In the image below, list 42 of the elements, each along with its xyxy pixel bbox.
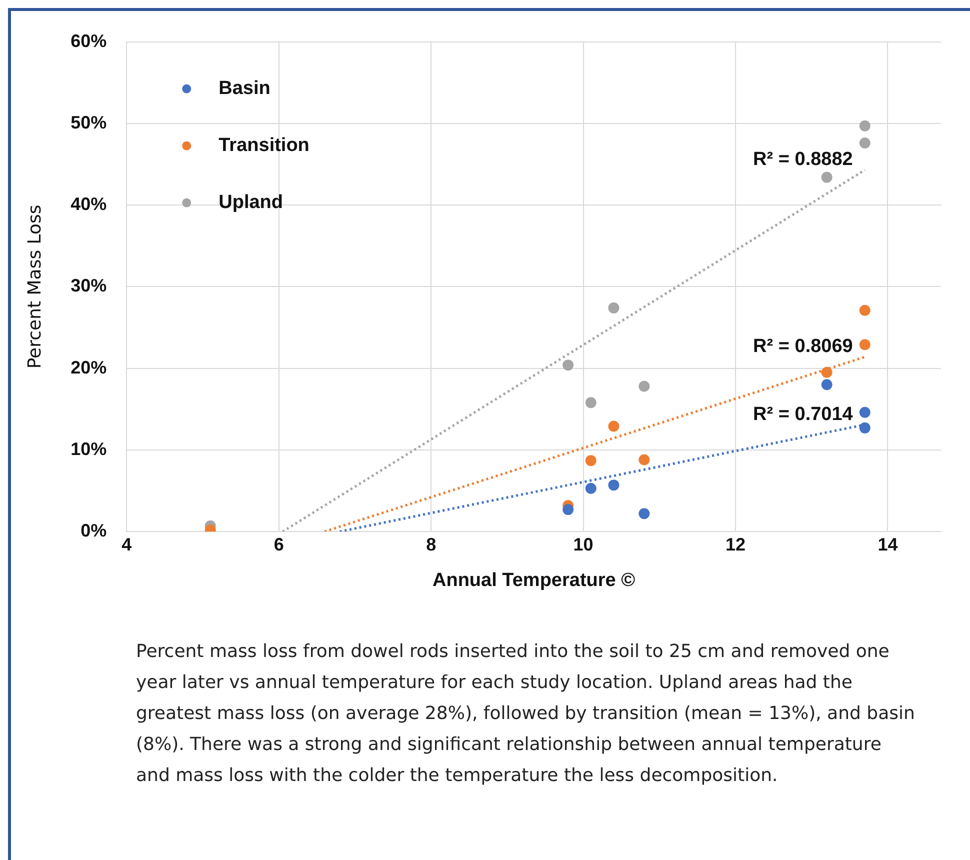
point [859, 422, 870, 434]
legend-label: Transition [218, 135, 310, 156]
point [585, 455, 596, 466]
y-tick-label: 10% [70, 438, 107, 459]
point [638, 380, 650, 392]
point [821, 172, 832, 183]
legend-label: Upland [218, 192, 284, 214]
point [859, 138, 870, 149]
text: Percent mass loss from dowel rods inserted into the soil to 25 cm and removed one year later vs annual temperature for each study location. Upland areas had the greatest mass loss (on average 28%), followed by transition (mean = 13%), and basin (8%). There was a strong and significant relationship between annual temperature and mass loss with the colder the temperature the less decomposition. [136, 640, 916, 788]
point [859, 339, 870, 350]
annotation: R² = 0.7014 [753, 404, 854, 425]
y-tick-label: 0% [80, 520, 107, 541]
x-tick-label: 8 [426, 534, 436, 554]
x-axis-title: Annual Temperature © [432, 570, 636, 591]
y-tick-label: 30% [70, 276, 107, 296]
point [821, 366, 832, 378]
y-tick-label: 20% [70, 357, 107, 378]
point [585, 397, 596, 408]
y-axis-title: Percent Mass Loss [24, 204, 46, 369]
point [562, 504, 574, 516]
point [859, 406, 870, 418]
point [608, 302, 620, 314]
point [562, 360, 574, 371]
point [585, 482, 596, 494]
x-tick-label: 12 [725, 534, 746, 554]
legend-label: Basin [218, 78, 270, 100]
point [859, 304, 870, 316]
y-tick-label: 60% [70, 30, 107, 51]
x-tick-label: 6 [274, 534, 284, 554]
x-tick-label: 14 [878, 534, 898, 554]
point [608, 420, 620, 432]
x-tick-label: 4 [122, 534, 132, 554]
point [821, 379, 832, 390]
y-tick-label: 50% [70, 112, 107, 132]
point [638, 508, 650, 520]
point [608, 480, 620, 491]
point [638, 454, 650, 466]
point [859, 120, 870, 132]
x-tick-label: 10 [573, 534, 594, 554]
annotation: R² = 0.8882 [753, 149, 853, 170]
y-tick-label: 40% [70, 194, 107, 214]
annotation: R² = 0.8069 [753, 336, 853, 358]
